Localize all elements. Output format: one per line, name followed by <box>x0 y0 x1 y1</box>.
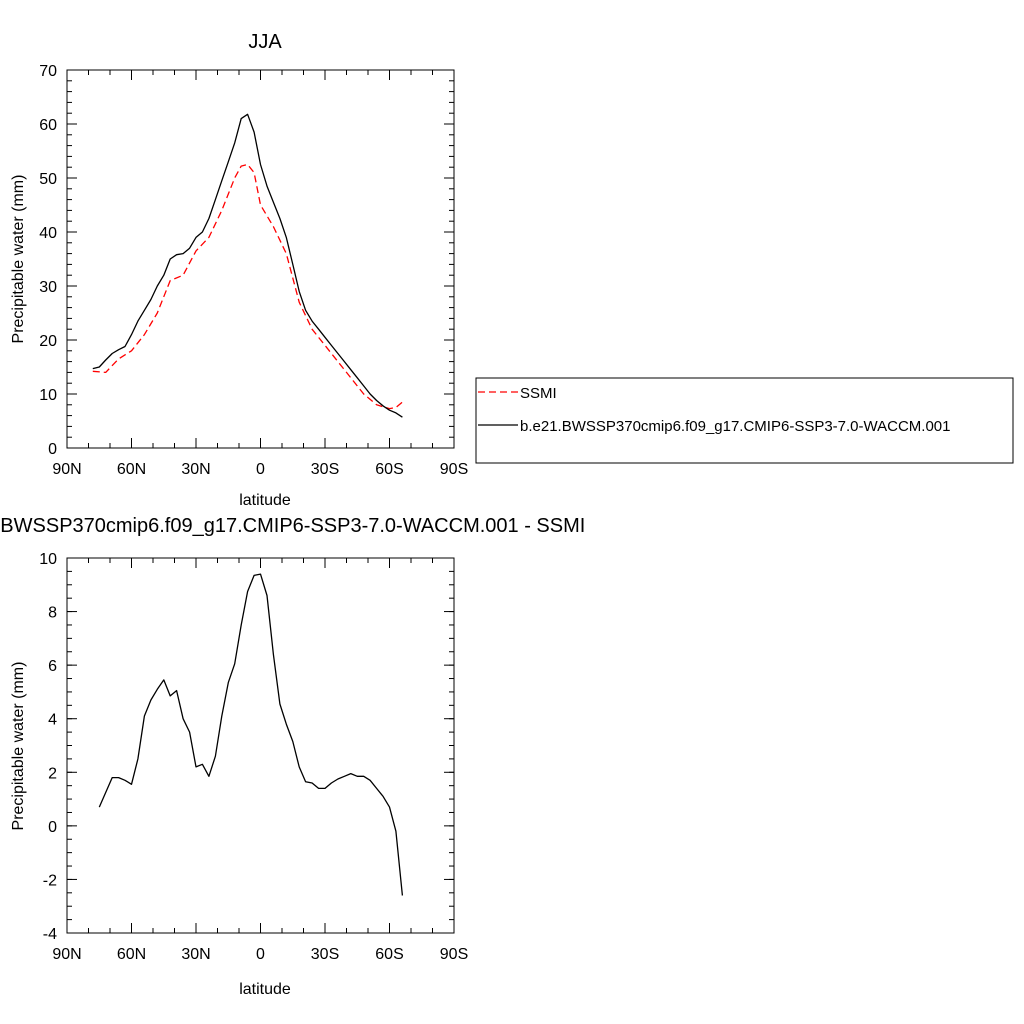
top-plot-frame <box>66 69 455 449</box>
y-tick-label: 4 <box>48 712 57 729</box>
x-tick-label: 60S <box>375 461 403 478</box>
top-plot-y-axis-label: Precipitable water (mm) <box>10 175 27 344</box>
x-tick-label: 60S <box>375 946 403 963</box>
top-plot-ticks: 90N 60N 30N 0 30S 60S 90S 0 10 20 30 40 50 60 70 <box>39 63 468 478</box>
x-tick-label: 60N <box>117 461 146 478</box>
x-tick-label: 30N <box>181 461 210 478</box>
top-plot-title: JJA <box>248 31 282 53</box>
x-tick-label: 90S <box>440 946 468 963</box>
top-plot-series <box>92 113 403 418</box>
bottom-plot-ticks: 90N 60N 30N 0 30S 60S 90S -4 -2 0 2 4 6 8 10 <box>39 551 468 963</box>
legend-label-model: b.e21.BWSSP370cmip6.f09_g17.CMIP6-SSP3-7… <box>520 418 950 435</box>
y-tick-label: 70 <box>39 63 57 80</box>
legend-label-ssmi: SSMI <box>520 385 557 402</box>
y-tick-label: 60 <box>39 117 57 134</box>
x-tick-label: 90N <box>52 946 81 963</box>
y-tick-label: 20 <box>39 333 57 350</box>
bottom-plot-series <box>98 573 404 896</box>
x-tick-label: 90N <box>52 461 81 478</box>
legend-box <box>475 377 1014 464</box>
series-line-1-0 <box>98 573 404 896</box>
x-tick-label: 90S <box>440 461 468 478</box>
bottom-plot-title: b.e21.BWSSP370cmip6.f09_g17.CMIP6-SSP3-7… <box>0 515 585 537</box>
top-plot-panel: JJA 90N 60N 30N 0 30S 60S 90S 0 10 20 30 40 50 60 70 l… <box>10 31 468 509</box>
x-tick-label: 30S <box>311 946 339 963</box>
y-tick-label: 10 <box>39 387 57 404</box>
y-tick-label: 2 <box>48 765 57 782</box>
top-plot-x-axis-label: latitude <box>239 492 291 509</box>
y-tick-label: -4 <box>43 926 57 943</box>
x-tick-label: 60N <box>117 946 146 963</box>
series-line-0-1 <box>92 113 403 418</box>
y-tick-label: 40 <box>39 225 57 242</box>
bottom-plot-y-axis-label: Precipitable water (mm) <box>10 662 27 831</box>
y-tick-label: 8 <box>48 605 57 622</box>
x-tick-label: 0 <box>256 461 265 478</box>
y-tick-label: 50 <box>39 171 57 188</box>
bottom-plot-panel: b.e21.BWSSP370cmip6.f09_g17.CMIP6-SSP3-7… <box>0 515 585 998</box>
x-tick-label: 0 <box>256 946 265 963</box>
x-tick-label: 30S <box>311 461 339 478</box>
y-tick-label: 30 <box>39 279 57 296</box>
x-tick-label: 30N <box>181 946 210 963</box>
legend: SSMI b.e21.BWSSP370cmip6.f09_g17.CMIP6-S… <box>475 377 1014 464</box>
y-tick-label: -2 <box>43 872 57 889</box>
y-tick-label: 10 <box>39 551 57 568</box>
series-line-0-0 <box>92 163 403 410</box>
bottom-plot-x-axis-label: latitude <box>239 981 291 998</box>
y-tick-label: 0 <box>48 441 57 458</box>
y-tick-label: 6 <box>48 658 57 675</box>
bottom-plot-frame <box>66 557 455 934</box>
y-tick-label: 0 <box>48 819 57 836</box>
